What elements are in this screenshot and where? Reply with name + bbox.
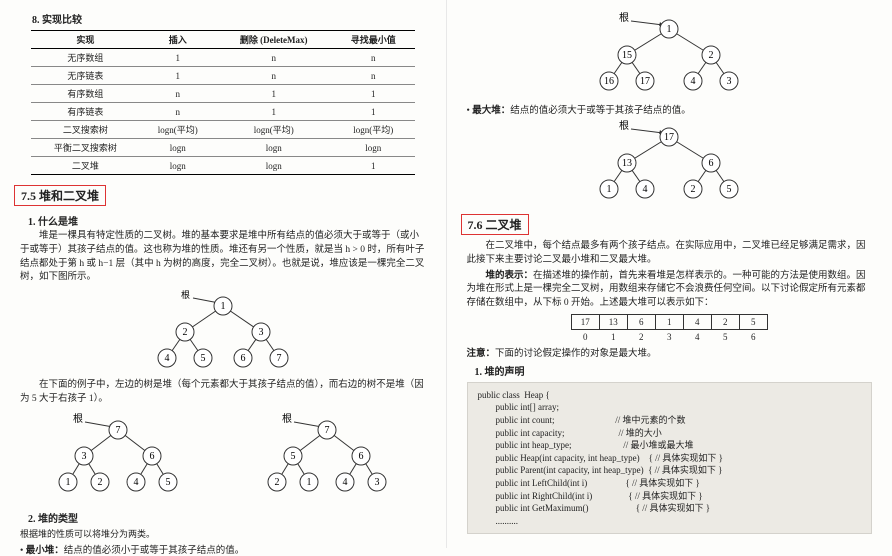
svg-text:2: 2 (182, 327, 187, 338)
heading-7-6: 7.6 二叉堆 (461, 214, 529, 235)
svg-text:4: 4 (691, 76, 696, 87)
array-cell: 2 (711, 314, 739, 329)
svg-text:6: 6 (150, 451, 155, 462)
svg-text:7: 7 (325, 425, 330, 436)
svg-text:16: 16 (604, 76, 614, 87)
array-cell: 5 (739, 314, 767, 329)
page-right: 根 1152161743 • 最大堆：结点的值必须大于或等于其孩子结点的值。 根… (446, 0, 892, 548)
svg-text:3: 3 (82, 451, 87, 462)
svg-text:1: 1 (220, 301, 225, 312)
svg-text:4: 4 (343, 477, 348, 488)
svg-text:13: 13 (622, 158, 632, 169)
code-line: public class Heap { (478, 389, 862, 402)
array-cell: 1 (655, 314, 683, 329)
code-line: public int count; // 堆中元素的个数 (478, 414, 862, 427)
table-header: 插入 (140, 31, 216, 49)
tree-maxheap-example: 根 17 13 6 1 4 2 5 (461, 119, 879, 207)
svg-text:1: 1 (307, 477, 312, 488)
table-row: 有序数组n11 (31, 85, 415, 103)
svg-text:2: 2 (691, 184, 696, 195)
svg-text:1: 1 (66, 477, 71, 488)
svg-text:根: 根 (619, 11, 629, 24)
svg-text:2: 2 (98, 477, 103, 488)
code-line: public int heap_type; // 最小堆或最大堆 (478, 439, 862, 452)
svg-text:17: 17 (640, 76, 650, 87)
svg-text:1: 1 (667, 24, 672, 35)
sub-what-is-heap: 1. 什么是堆 (28, 213, 432, 228)
table-row: 无序数组1nn (31, 49, 415, 67)
array-cell: 4 (683, 314, 711, 329)
svg-text:17: 17 (664, 132, 674, 143)
array-cell: 17 (571, 314, 599, 329)
svg-text:4: 4 (134, 477, 139, 488)
table-row: 有序链表n11 (31, 103, 415, 121)
svg-text:6: 6 (240, 353, 245, 364)
array-cell: 6 (627, 314, 655, 329)
table-row: 二叉堆lognlogn1 (31, 157, 415, 175)
table-header: 寻找最小值 (332, 31, 415, 49)
svg-text:3: 3 (727, 76, 732, 87)
table-row: 平衡二叉搜索树lognlognlogn (31, 139, 415, 157)
heading-7-5: 7.5 堆和二叉堆 (14, 185, 106, 206)
note-line: 注意：下面的讨论假定操作的对象是最大堆。 (467, 345, 873, 359)
sub-heap-decl: 1. 堆的声明 (475, 363, 879, 378)
code-line: public Heap(int capacity, int heap_type)… (478, 452, 862, 465)
svg-text:15: 15 (622, 50, 632, 61)
code-block: public class Heap { public int[] array; … (467, 382, 873, 535)
array-table: 171361425 (571, 314, 768, 330)
svg-text:根: 根 (619, 119, 629, 132)
svg-text:7: 7 (276, 353, 281, 364)
svg-text:2: 2 (709, 50, 714, 61)
svg-text:2: 2 (275, 477, 280, 488)
para-r2: 堆的表示：在描述堆的操作前，首先来看堆是怎样表示的。一种可能的方法是使用数组。因… (467, 270, 873, 311)
code-line: public int capacity; // 堆的大小 (478, 427, 862, 440)
svg-text:4: 4 (643, 184, 648, 195)
table-header: 删除 (DeleteMax) (216, 31, 332, 49)
sub-heap-types: 2. 堆的类型 (28, 510, 432, 525)
svg-text:6: 6 (359, 451, 364, 462)
tree-minheap-example: 根 1 15 2 16 17 4 3 (461, 11, 879, 99)
svg-text:根: 根 (282, 412, 292, 425)
svg-text:5: 5 (200, 353, 205, 364)
svg-text:6: 6 (709, 158, 714, 169)
code-line: .......... (478, 515, 862, 528)
tree-complete: 根 1 2 3 4 5 6 7 (14, 288, 432, 376)
svg-text:根: 根 (73, 412, 83, 425)
min-heap-line: • 最小堆：结点的值必须小于或等于其孩子结点的值。 (20, 542, 426, 556)
para-2: 在下面的例子中，左边的树是堆（每个元素都大于其孩子结点的值），而右边的树不是堆（… (20, 379, 426, 407)
code-line: public int RightChild(int i) { // 具体实现如下… (478, 490, 862, 503)
array-indices: 0123456 (461, 332, 879, 342)
svg-text:3: 3 (375, 477, 380, 488)
code-line: public int GetMaximum() { // 具体实现如下 } (478, 502, 862, 515)
array-cell: 13 (599, 314, 627, 329)
svg-text:4: 4 (164, 353, 169, 364)
table-row: 二叉搜索树logn(平均)logn(平均)logn(平均) (31, 121, 415, 139)
para-r1: 在二叉堆中，每个结点最多有两个孩子结点。在实际应用中，二叉堆已经足够满足需求，因… (467, 240, 873, 268)
svg-text:5: 5 (727, 184, 732, 195)
table-row: 无序链表1nn (31, 67, 415, 85)
code-line: public Parent(int capacity, int heap_typ… (478, 464, 862, 477)
page-left: 8. 实现比较 实现插入删除 (DeleteMax)寻找最小值 无序数组1nn无… (0, 0, 446, 548)
para-3: 根据堆的性质可以将堆分为两类。 (20, 527, 426, 540)
svg-text:5: 5 (291, 451, 296, 462)
max-heap-line: • 最大堆：结点的值必须大于或等于其孩子结点的值。 (467, 102, 873, 116)
svg-text:3: 3 (258, 327, 263, 338)
code-line: public int LeftChild(int i) { // 具体实现如下 … (478, 477, 862, 490)
svg-text:1: 1 (607, 184, 612, 195)
section-8-title: 8. 实现比较 (32, 11, 432, 26)
svg-text:5: 5 (166, 477, 171, 488)
para-1: 堆是一棵具有特定性质的二叉树。堆的基本要求是堆中所有结点的值必须大于或等于（或小… (20, 230, 426, 285)
two-trees: 根 7 3 6 1 2 4 5 根 7 5 6 2 1 4 3 (14, 409, 432, 506)
comparison-table: 实现插入删除 (DeleteMax)寻找最小值 无序数组1nn无序链表1nn有序… (31, 30, 415, 175)
code-line: public int[] array; (478, 401, 862, 414)
table-header: 实现 (31, 31, 140, 49)
svg-text:7: 7 (116, 425, 121, 436)
root-label: 根 (181, 289, 190, 300)
